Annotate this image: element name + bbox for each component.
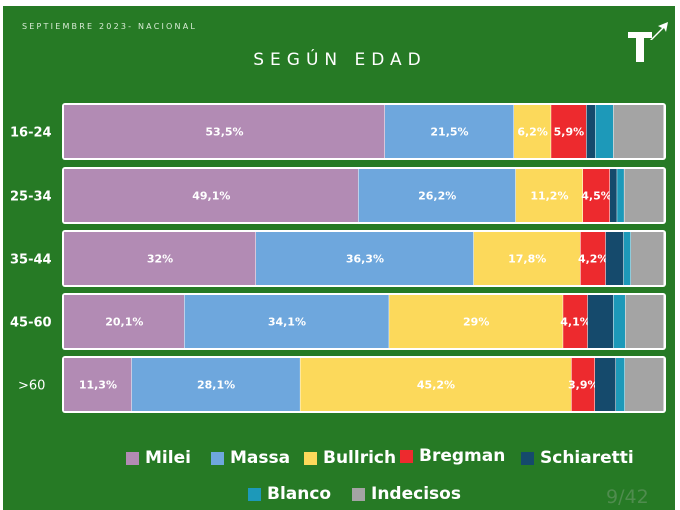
bar-segment-indecisos <box>631 232 664 285</box>
bar-segment-massa <box>256 232 474 285</box>
data-label: 3,9% <box>568 379 599 392</box>
header-date: SEPTIEMBRE 2023- NACIONAL <box>22 22 198 31</box>
bar-segment-indecisos <box>625 358 664 411</box>
bar-segment-indecisos <box>624 169 664 222</box>
data-label: 53,5% <box>205 126 243 139</box>
legend-swatch <box>126 451 139 465</box>
data-label: 20,1% <box>105 316 143 329</box>
bar-segment-massa <box>184 295 389 348</box>
bar-segment-massa <box>358 169 516 222</box>
legend-label: Bregman <box>419 446 506 466</box>
category-label: 16-24 <box>10 126 52 141</box>
data-label: 49,1% <box>192 190 230 203</box>
bar-segment-milei <box>64 358 132 411</box>
legend-item-bregman: Bregman <box>400 446 505 466</box>
bar-segment-bullrich <box>473 232 581 285</box>
legend-label: Milei <box>145 448 191 468</box>
legend-item-milei: Milei <box>126 448 191 468</box>
bar-segment-bregman <box>551 105 587 158</box>
bar-segment-milei <box>64 169 359 222</box>
bar-segment-massa <box>131 358 300 411</box>
bar-segment-schiaretti <box>605 232 624 285</box>
legend-label: Massa <box>230 448 291 468</box>
legend-swatch <box>248 487 261 501</box>
data-label: 32% <box>147 253 173 266</box>
chart-title: SEGÚN EDAD <box>253 50 427 70</box>
legend-swatch <box>400 449 413 463</box>
data-label: 4,2% <box>578 253 609 266</box>
page-number: 9/42 <box>606 486 649 508</box>
category-label: >60 <box>18 379 45 394</box>
category-label: 35-44 <box>10 253 52 268</box>
bar-segment-blanco <box>595 105 614 158</box>
data-label: 6,2% <box>517 126 548 139</box>
bar-segment-bregman <box>563 295 588 348</box>
legend-item-massa: Massa <box>211 448 290 468</box>
legend-label: Blanco <box>267 484 332 504</box>
category-label: 25-34 <box>10 190 52 205</box>
legend-swatch <box>211 451 224 465</box>
bar-segment-bullrich <box>389 295 563 348</box>
bar-segment-schiaretti <box>587 295 614 348</box>
brand-logo-icon <box>628 22 668 62</box>
data-label: 26,2% <box>418 190 456 203</box>
legend-swatch <box>304 451 317 465</box>
data-label: 4,1% <box>560 316 591 329</box>
data-label: 17,8% <box>508 253 546 266</box>
bar-segment-massa <box>385 105 514 158</box>
data-label: 29% <box>463 316 489 329</box>
bar-segment-bullrich <box>300 358 572 411</box>
data-label: 36,3% <box>346 253 384 266</box>
bar-segment-milei <box>64 232 256 285</box>
bar-segment-schiaretti <box>595 358 616 411</box>
bar-segment-bregman <box>583 169 610 222</box>
legend-item-schiaretti: Schiaretti <box>521 448 634 468</box>
data-label: 5,9% <box>554 126 585 139</box>
bar-segment-blanco <box>616 358 625 411</box>
legend-item-blanco: Blanco <box>248 484 331 504</box>
data-label: 21,5% <box>430 126 468 139</box>
legend-swatch <box>352 487 365 501</box>
bar-segment-milei <box>64 105 385 158</box>
legend-swatch <box>521 451 534 465</box>
data-label: 11,2% <box>530 190 568 203</box>
data-label: 11,3% <box>79 379 117 392</box>
bar-segment-schiaretti <box>610 169 617 222</box>
bar-segment-blanco <box>613 295 626 348</box>
bar-segment-blanco <box>623 232 631 285</box>
bar-segment-milei <box>64 295 185 348</box>
legend-label: Indecisos <box>371 484 461 504</box>
legend-label: Schiaretti <box>540 448 634 468</box>
data-label: 34,1% <box>268 316 306 329</box>
category-label: 45-60 <box>10 316 52 331</box>
bar-segment-bullrich <box>514 105 551 158</box>
data-label: 28,1% <box>197 379 235 392</box>
data-label: 4,5% <box>581 190 612 203</box>
bar-segment-schiaretti <box>586 105 596 158</box>
data-label: 45,2% <box>417 379 455 392</box>
bar-segment-bregman <box>571 358 595 411</box>
legend-label: Bullrich <box>323 448 397 468</box>
bar-segment-bregman <box>580 232 606 285</box>
bar-segment-bullrich <box>515 169 583 222</box>
legend-item-bullrich: Bullrich <box>304 448 396 468</box>
bar-segment-blanco <box>617 169 624 222</box>
bar-segment-indecisos <box>625 295 664 348</box>
bar-segment-indecisos <box>613 105 664 158</box>
legend-item-indecisos: Indecisos <box>352 484 461 504</box>
